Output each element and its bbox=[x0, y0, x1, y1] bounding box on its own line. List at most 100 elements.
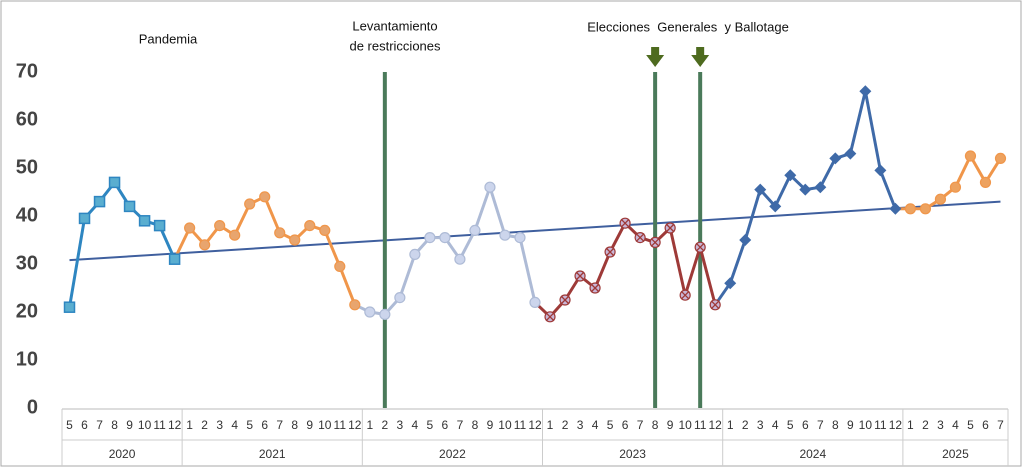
x-tick-label: 6 bbox=[622, 418, 629, 432]
marker bbox=[499, 229, 511, 241]
x-tick-label: 7 bbox=[997, 418, 1004, 432]
marker bbox=[244, 198, 256, 210]
y-tick-label: 60 bbox=[16, 108, 38, 130]
marker-cross bbox=[680, 290, 690, 300]
marker bbox=[739, 234, 752, 246]
x-tick-label: 8 bbox=[652, 418, 659, 432]
x-tick-label: 12 bbox=[348, 418, 362, 432]
marker bbox=[184, 222, 196, 234]
x-tick-label: 6 bbox=[982, 418, 989, 432]
marker-cross bbox=[575, 271, 585, 281]
x-tick-label: 9 bbox=[847, 418, 854, 432]
marker-cross bbox=[710, 300, 720, 310]
x-tick-label: 6 bbox=[442, 418, 449, 432]
event-arrow bbox=[646, 47, 665, 67]
x-tick-label: 11 bbox=[514, 418, 527, 432]
x-tick-label: 2 bbox=[201, 418, 208, 432]
marker bbox=[334, 260, 346, 272]
y-tick-label: 50 bbox=[16, 156, 38, 178]
x-tick-label: 8 bbox=[472, 418, 479, 432]
annotation: Levantamiento bbox=[352, 18, 437, 33]
x-tick-label: 9 bbox=[667, 418, 674, 432]
x-tick-label: 5 bbox=[607, 418, 614, 432]
y-tick-label: 30 bbox=[16, 252, 38, 274]
marker bbox=[108, 176, 121, 189]
marker bbox=[454, 253, 466, 265]
marker bbox=[949, 181, 962, 193]
x-tick-label: 1 bbox=[366, 418, 373, 432]
trend-line bbox=[69, 200, 1001, 262]
x-tick-label: 10 bbox=[859, 418, 873, 432]
marker bbox=[424, 232, 436, 244]
x-tick-label: 4 bbox=[952, 418, 959, 432]
x-tick-label: 2 bbox=[562, 418, 569, 432]
marker bbox=[349, 299, 361, 311]
x-tick-label: 3 bbox=[216, 418, 223, 432]
marker bbox=[304, 220, 316, 232]
marker bbox=[259, 191, 271, 203]
marker bbox=[123, 200, 136, 213]
marker bbox=[529, 296, 541, 308]
x-tick-label: 10 bbox=[678, 418, 692, 432]
x-tick-label: 12 bbox=[528, 418, 542, 432]
x-tick-label: 8 bbox=[111, 418, 118, 432]
x-tick-label: 5 bbox=[427, 418, 434, 432]
marker bbox=[439, 232, 451, 244]
marker bbox=[484, 181, 496, 193]
marker bbox=[889, 202, 902, 215]
marker bbox=[919, 203, 932, 215]
marker bbox=[829, 152, 842, 165]
y-tick-label: 0 bbox=[27, 396, 38, 418]
x-tick-label: 2 bbox=[742, 418, 749, 432]
marker bbox=[724, 277, 737, 290]
marker bbox=[379, 308, 391, 320]
x-tick-label: 1 bbox=[727, 418, 734, 432]
x-tick-label: 1 bbox=[186, 418, 193, 432]
marker-cross bbox=[695, 242, 705, 252]
marker bbox=[934, 193, 947, 205]
x-tick-label: 7 bbox=[817, 418, 824, 432]
x-tick-label: 9 bbox=[306, 418, 313, 432]
marker bbox=[754, 183, 767, 196]
marker bbox=[63, 301, 76, 313]
x-tick-label: 1 bbox=[907, 418, 914, 432]
x-tick-label: 6 bbox=[81, 418, 88, 432]
x-tick-label: 3 bbox=[397, 418, 404, 432]
year-label: 2021 bbox=[259, 447, 286, 461]
marker bbox=[394, 292, 406, 304]
x-tick-label: 5 bbox=[66, 418, 73, 432]
x-tick-label: 7 bbox=[96, 418, 103, 432]
x-tick-label: 12 bbox=[709, 418, 723, 432]
x-tick-label: 4 bbox=[772, 418, 779, 432]
x-tick-label: 3 bbox=[757, 418, 764, 432]
x-tick-label: 6 bbox=[261, 418, 268, 432]
marker bbox=[199, 239, 211, 251]
marker-cross bbox=[620, 218, 630, 228]
annotation: de restricciones bbox=[349, 38, 441, 53]
x-tick-label: 1 bbox=[547, 418, 554, 432]
marker bbox=[364, 306, 376, 318]
x-tick-label: 8 bbox=[832, 418, 839, 432]
marker bbox=[409, 248, 421, 260]
event-arrow bbox=[691, 47, 710, 67]
marker bbox=[168, 253, 181, 265]
x-tick-label: 10 bbox=[138, 418, 152, 432]
marker bbox=[814, 181, 827, 194]
marker bbox=[874, 164, 887, 177]
marker-cross bbox=[590, 283, 600, 293]
annotation: Elecciones Generales y Ballotage bbox=[587, 19, 789, 34]
marker bbox=[844, 147, 857, 160]
year-label: 2020 bbox=[109, 447, 136, 461]
year-label: 2025 bbox=[942, 447, 969, 461]
x-tick-label: 7 bbox=[457, 418, 464, 432]
x-tick-label: 5 bbox=[787, 418, 794, 432]
marker bbox=[274, 227, 286, 239]
marker bbox=[214, 220, 226, 232]
marker bbox=[153, 219, 166, 232]
marker bbox=[964, 150, 977, 162]
marker-cross bbox=[605, 247, 615, 257]
annotation: Pandemia bbox=[139, 31, 198, 46]
marker bbox=[784, 169, 797, 182]
x-tick-label: 9 bbox=[126, 418, 133, 432]
